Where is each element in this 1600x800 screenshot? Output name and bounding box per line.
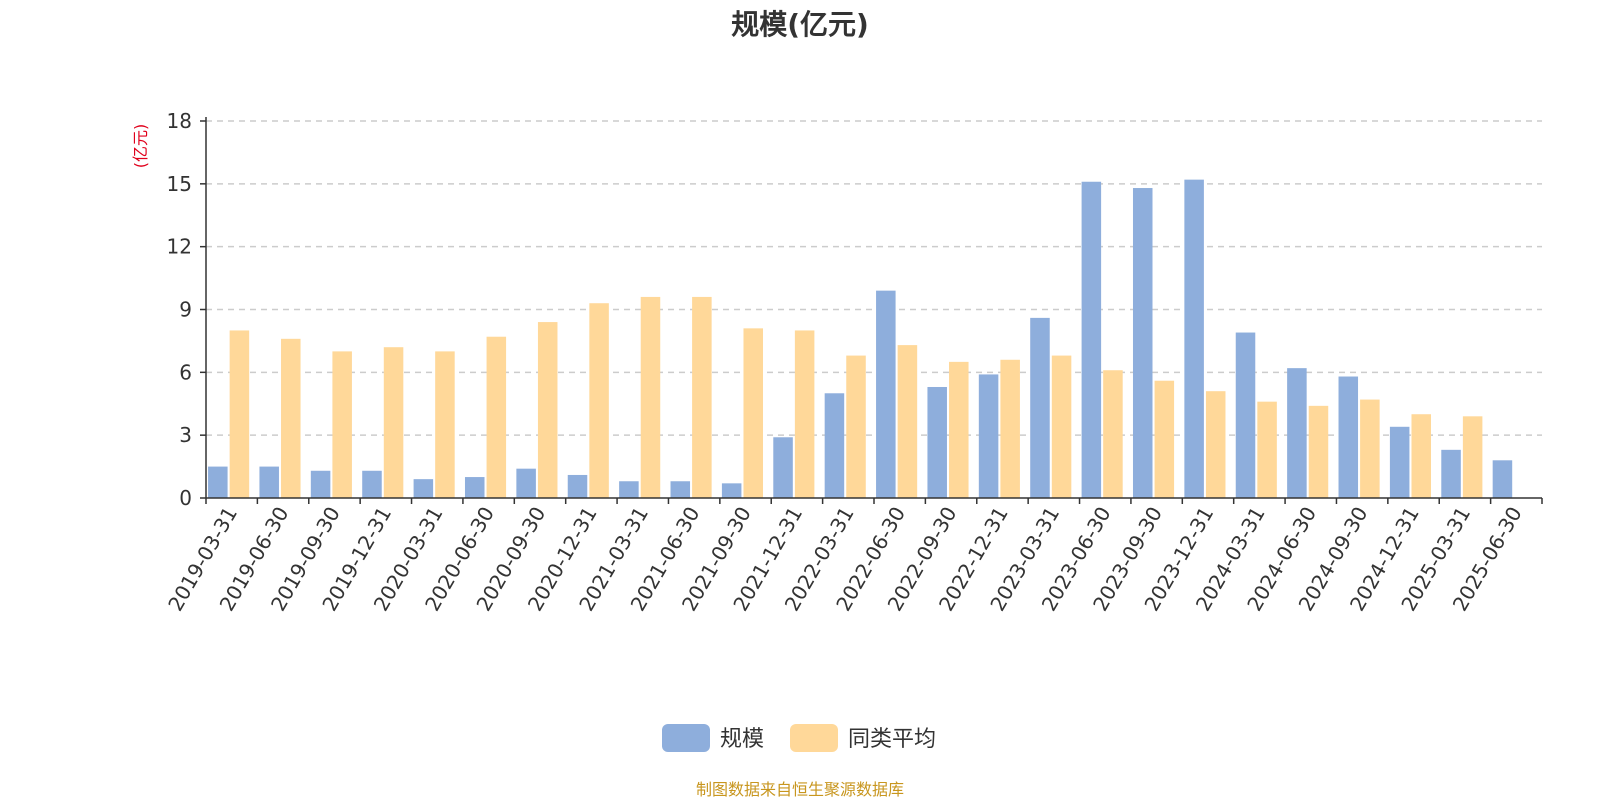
bar-peer-average[interactable] xyxy=(537,322,558,498)
bar-scale[interactable] xyxy=(978,374,999,498)
bar-scale[interactable] xyxy=(1287,368,1307,498)
y-tick-label: 6 xyxy=(179,360,192,384)
bar-peer-average[interactable] xyxy=(486,336,507,498)
bar-scale[interactable] xyxy=(1235,332,1256,498)
legend-label-peer-average[interactable]: 同类平均 xyxy=(848,727,936,752)
bar-scale[interactable] xyxy=(1441,449,1461,498)
bar-scale[interactable] xyxy=(516,468,536,498)
axes xyxy=(200,117,1543,504)
legend-swatch-scale[interactable] xyxy=(662,724,710,752)
bar-scale[interactable] xyxy=(670,481,691,498)
y-tick-label: 12 xyxy=(167,235,192,259)
y-tick-label: 9 xyxy=(179,298,192,322)
x-tick-labels: 2019-03-312019-06-302019-09-302019-12-31… xyxy=(163,502,1527,615)
bar-peer-average[interactable] xyxy=(332,351,352,498)
bar-peer-average[interactable] xyxy=(640,296,661,498)
bar-peer-average[interactable] xyxy=(794,330,815,498)
bar-scale[interactable] xyxy=(1132,188,1153,498)
y-tick-label: 18 xyxy=(167,109,192,133)
bar-peer-average[interactable] xyxy=(281,338,301,498)
bar-scale[interactable] xyxy=(876,290,896,498)
y-tick-labels: 0 3 6 9 12 15 18 xyxy=(167,109,192,510)
bar-peer-average[interactable] xyxy=(692,296,712,498)
bar-peer-average[interactable] xyxy=(383,347,404,498)
bar-peer-average[interactable] xyxy=(229,330,250,498)
bar-scale[interactable] xyxy=(259,466,279,498)
bar-peer-average[interactable] xyxy=(1154,380,1175,498)
bar-peer-average[interactable] xyxy=(846,355,866,498)
legend: 规模 同类平均 xyxy=(662,724,936,752)
bar-peer-average[interactable] xyxy=(1411,414,1432,498)
y-tick-label: 15 xyxy=(167,172,192,196)
y-tick-label: 3 xyxy=(179,423,192,447)
bar-scale[interactable] xyxy=(927,386,947,498)
bar-scale[interactable] xyxy=(464,477,485,498)
bar-scale[interactable] xyxy=(1389,426,1410,498)
bar-peer-average[interactable] xyxy=(1462,416,1483,498)
bar-peer-average[interactable] xyxy=(1360,399,1380,498)
y-axis-label: (亿元) xyxy=(131,124,150,169)
y-tick-label: 0 xyxy=(179,486,192,510)
bar-peer-average[interactable] xyxy=(1103,370,1123,498)
bar-peer-average[interactable] xyxy=(435,351,455,498)
bar-scale[interactable] xyxy=(1492,460,1513,498)
legend-label-scale[interactable]: 规模 xyxy=(720,727,764,752)
bar-scale[interactable] xyxy=(1184,179,1204,498)
bar-scale[interactable] xyxy=(1081,181,1102,498)
bar-scale[interactable] xyxy=(310,470,331,498)
bar-scale[interactable] xyxy=(208,466,228,498)
bar-peer-average[interactable] xyxy=(589,303,609,498)
bar-scale[interactable] xyxy=(1338,376,1359,498)
chart-title: 规模(亿元) xyxy=(731,8,869,41)
legend-swatch-peer-average[interactable] xyxy=(790,724,838,752)
bar-scale[interactable] xyxy=(362,470,382,498)
bars xyxy=(208,179,1513,498)
bar-peer-average[interactable] xyxy=(949,361,969,498)
bar-scale[interactable] xyxy=(1030,317,1050,498)
bar-scale[interactable] xyxy=(773,437,793,498)
bar-peer-average[interactable] xyxy=(743,328,764,498)
bar-scale[interactable] xyxy=(619,481,639,498)
bar-peer-average[interactable] xyxy=(1000,359,1020,498)
bar-peer-average[interactable] xyxy=(1308,405,1329,498)
bar-scale[interactable] xyxy=(567,474,588,498)
bar-peer-average[interactable] xyxy=(1051,355,1072,498)
bar-scale[interactable] xyxy=(721,483,742,498)
source-note: 制图数据来自恒生聚源数据库 xyxy=(696,780,904,799)
bar-peer-average[interactable] xyxy=(1257,401,1277,498)
bar-peer-average[interactable] xyxy=(897,345,918,498)
bar-peer-average[interactable] xyxy=(1205,391,1226,498)
bar-scale[interactable] xyxy=(824,393,845,498)
bar-scale[interactable] xyxy=(413,479,434,498)
